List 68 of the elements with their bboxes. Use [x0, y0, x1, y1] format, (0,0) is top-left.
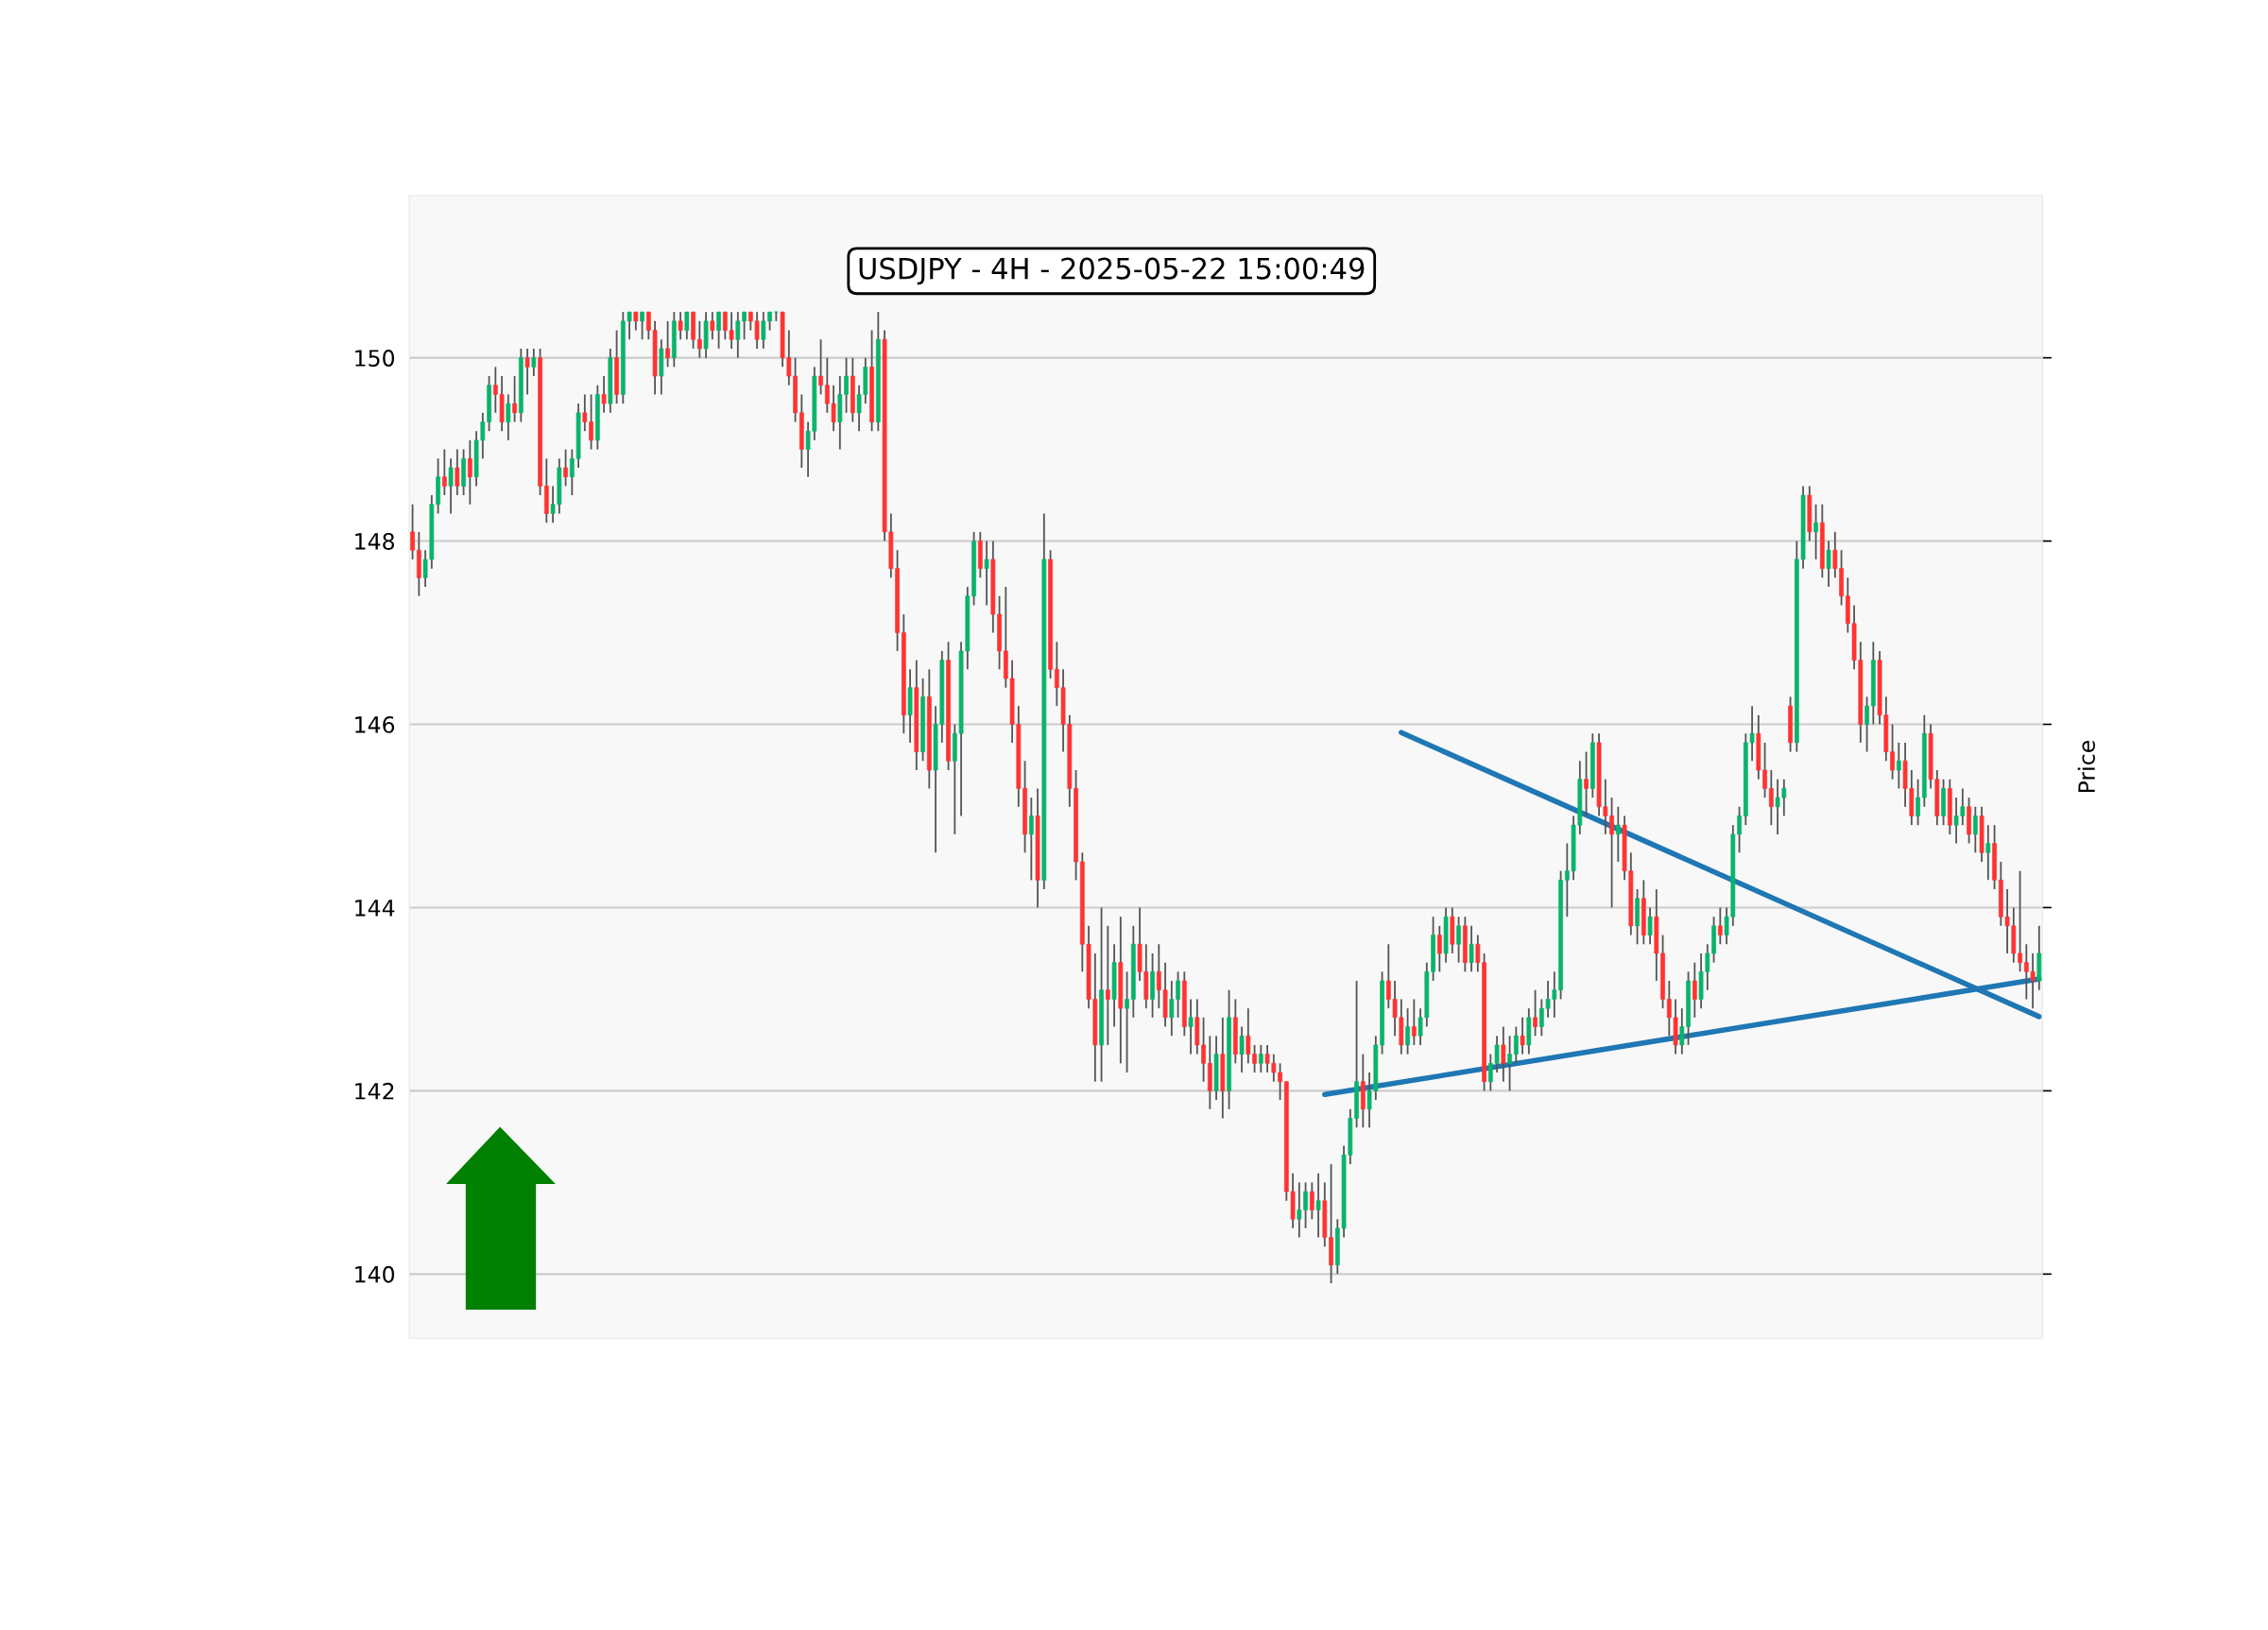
y-tick-label: 144	[355, 900, 395, 917]
candlestick	[1315, 1172, 1321, 1239]
candlestick	[448, 457, 454, 515]
candlestick	[1405, 1007, 1410, 1055]
candlestick	[1864, 695, 1869, 753]
candlestick	[1105, 924, 1110, 1046]
candlestick	[467, 439, 472, 506]
candlestick	[665, 319, 670, 369]
candlestick	[512, 375, 517, 423]
text: USDJPY - 4H - 2025-05-22 15:00:49	[859, 257, 1365, 285]
candlestick	[2018, 869, 2022, 973]
candlestick	[1520, 1016, 1525, 1055]
candlestick	[441, 448, 447, 496]
candlestick	[696, 319, 702, 359]
y-tick-label: 142	[355, 1082, 394, 1100]
candlestick	[640, 311, 644, 341]
candlestick	[410, 503, 415, 560]
candlestick	[1456, 916, 1461, 964]
candlestick	[1501, 1025, 1506, 1083]
candlestick	[716, 311, 721, 350]
candlestick	[1584, 750, 1589, 817]
candlestick	[1717, 906, 1723, 946]
candlestick	[1647, 906, 1653, 946]
candlestick	[563, 448, 568, 488]
candlestick	[1507, 1035, 1512, 1092]
candlestick	[1303, 1181, 1308, 1229]
candlestick	[710, 311, 715, 341]
candlestick	[524, 348, 530, 396]
candlestick	[1826, 540, 1831, 588]
candlestick	[1188, 998, 1194, 1055]
candlestick	[455, 448, 460, 496]
candlestick	[678, 311, 683, 341]
candlestick	[1411, 998, 1417, 1046]
candlestick	[1762, 742, 1767, 799]
candlestick	[506, 393, 511, 441]
candlestick	[767, 311, 772, 332]
y-axis-title: Price	[2077, 741, 2095, 793]
candlestick	[818, 338, 823, 396]
y-tick-label: 148	[355, 533, 394, 550]
y-tick-label: 150	[355, 350, 395, 367]
candlestick	[984, 540, 989, 607]
y-tick-label: 146	[355, 715, 395, 733]
candlestick	[1469, 924, 1474, 973]
candlestick	[531, 348, 537, 377]
candlestick	[1896, 742, 1901, 790]
candlestick	[684, 311, 690, 341]
candlestick	[1813, 503, 1818, 560]
candlestick	[1972, 805, 1978, 854]
y-tick-label: 140	[355, 1265, 395, 1283]
candlestick	[1692, 961, 1697, 1019]
candlestick	[735, 311, 741, 359]
candlestick	[1533, 988, 1538, 1038]
candlestick	[1985, 824, 1991, 882]
candlestick	[633, 311, 639, 332]
candlestick	[1028, 797, 1034, 882]
candlestick	[1258, 1044, 1263, 1073]
candlestick	[1309, 1181, 1314, 1221]
candlestick	[1916, 778, 1920, 827]
candlestick	[1125, 970, 1129, 1073]
candlestick	[742, 311, 747, 341]
candlestick	[761, 311, 766, 350]
candlestick	[601, 375, 607, 414]
candlestick	[1297, 1181, 1302, 1239]
candlestick	[1615, 805, 1621, 863]
candlestick	[1436, 924, 1442, 973]
candlestick	[1768, 769, 1774, 827]
candlestick	[1513, 1025, 1519, 1065]
candlestick	[1239, 1025, 1245, 1073]
